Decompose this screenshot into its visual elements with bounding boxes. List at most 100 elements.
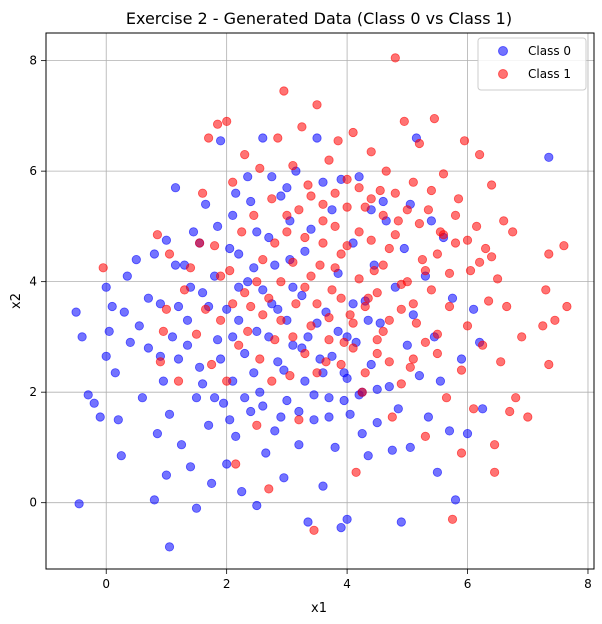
data-point-class-0 xyxy=(216,136,226,146)
data-point-class-0 xyxy=(228,332,238,342)
data-point-class-0 xyxy=(357,428,367,439)
data-point-class-1 xyxy=(294,205,304,215)
data-point-class-1 xyxy=(541,285,551,295)
data-point-class-0 xyxy=(234,282,244,292)
data-point-class-1 xyxy=(225,265,235,276)
data-point-class-1 xyxy=(402,205,412,215)
data-point-class-1 xyxy=(321,357,331,367)
legend-label-class-1: Class 1 xyxy=(528,67,571,81)
y-tick-label: 2 xyxy=(29,385,37,399)
data-point-class-1 xyxy=(544,249,554,259)
data-point-class-0 xyxy=(456,354,467,364)
data-point-class-1 xyxy=(360,301,370,312)
data-point-class-1 xyxy=(486,252,497,262)
data-point-class-1 xyxy=(360,202,370,212)
data-point-class-0 xyxy=(237,486,247,497)
data-point-class-0 xyxy=(198,288,208,298)
data-point-class-1 xyxy=(282,227,292,237)
data-point-class-1 xyxy=(453,194,464,204)
y-tick-label: 8 xyxy=(29,54,37,68)
data-point-class-0 xyxy=(125,337,135,347)
data-point-class-0 xyxy=(240,393,250,403)
data-point-class-1 xyxy=(155,357,165,367)
x-tick-label: 0 xyxy=(102,577,110,591)
data-point-class-1 xyxy=(462,321,473,331)
data-point-class-0 xyxy=(342,514,352,524)
data-point-class-0 xyxy=(354,172,364,182)
data-point-class-0 xyxy=(318,481,328,491)
data-point-class-0 xyxy=(161,235,171,245)
data-point-class-0 xyxy=(327,351,337,361)
data-point-class-1 xyxy=(231,459,241,469)
data-point-class-0 xyxy=(324,412,334,422)
data-point-class-1 xyxy=(240,150,250,160)
legend-marker-class-1 xyxy=(498,69,508,79)
data-point-class-0 xyxy=(249,263,259,273)
data-point-class-1 xyxy=(237,227,247,237)
data-point-class-1 xyxy=(450,238,461,248)
data-point-class-1 xyxy=(306,321,316,331)
data-point-class-1 xyxy=(324,335,334,345)
data-point-class-1 xyxy=(330,263,340,273)
data-point-class-1 xyxy=(396,279,406,289)
data-point-class-1 xyxy=(483,296,494,306)
data-point-class-0 xyxy=(450,495,461,505)
data-point-class-1 xyxy=(417,255,427,265)
data-point-class-1 xyxy=(309,525,319,535)
data-point-class-1 xyxy=(324,312,334,323)
data-point-class-1 xyxy=(294,415,304,425)
data-point-class-0 xyxy=(309,415,319,425)
data-point-class-0 xyxy=(158,376,168,386)
data-point-class-1 xyxy=(303,180,313,190)
data-point-class-1 xyxy=(372,335,382,345)
data-point-class-1 xyxy=(420,265,430,276)
data-point-class-0 xyxy=(134,321,144,331)
data-point-class-0 xyxy=(143,293,153,303)
data-point-class-1 xyxy=(369,265,379,276)
data-point-class-0 xyxy=(255,387,265,397)
data-point-class-1 xyxy=(318,199,328,209)
data-point-class-1 xyxy=(342,241,352,251)
data-point-class-0 xyxy=(477,404,488,414)
data-point-class-0 xyxy=(375,318,385,328)
data-point-class-1 xyxy=(201,304,211,314)
data-point-class-1 xyxy=(306,191,316,201)
data-point-class-1 xyxy=(222,116,232,127)
x-tick-label: 6 xyxy=(464,577,472,591)
legend-marker-class-0 xyxy=(498,46,508,56)
data-point-class-0 xyxy=(164,542,175,552)
data-point-class-0 xyxy=(276,191,286,201)
data-point-class-0 xyxy=(234,315,244,325)
data-point-class-1 xyxy=(351,467,361,477)
data-point-class-1 xyxy=(276,277,286,287)
data-point-class-1 xyxy=(213,119,223,129)
data-point-class-1 xyxy=(228,177,238,187)
data-point-class-0 xyxy=(273,357,283,367)
data-point-class-0 xyxy=(426,216,436,226)
x-axis-label: x1 xyxy=(311,601,327,616)
data-point-class-1 xyxy=(357,387,367,397)
data-points xyxy=(71,53,572,552)
data-point-class-0 xyxy=(176,440,187,450)
data-point-class-1 xyxy=(264,484,274,494)
data-point-class-1 xyxy=(330,188,340,198)
data-point-class-1 xyxy=(426,285,436,295)
data-point-class-0 xyxy=(225,243,235,254)
data-point-class-0 xyxy=(279,473,289,483)
data-point-class-0 xyxy=(249,368,259,378)
data-point-class-0 xyxy=(264,232,274,243)
data-point-class-1 xyxy=(330,221,340,231)
data-point-class-1 xyxy=(318,238,328,248)
data-point-class-0 xyxy=(261,448,271,458)
data-point-class-0 xyxy=(342,373,352,383)
data-point-class-1 xyxy=(480,243,491,254)
data-point-class-1 xyxy=(354,183,364,193)
data-point-class-1 xyxy=(204,133,214,143)
data-point-class-1 xyxy=(366,194,376,204)
data-point-class-0 xyxy=(113,415,123,425)
data-point-class-0 xyxy=(173,301,184,312)
data-point-class-0 xyxy=(182,340,193,350)
data-point-class-0 xyxy=(155,299,165,309)
data-point-class-1 xyxy=(489,440,500,450)
data-point-class-1 xyxy=(559,241,569,251)
